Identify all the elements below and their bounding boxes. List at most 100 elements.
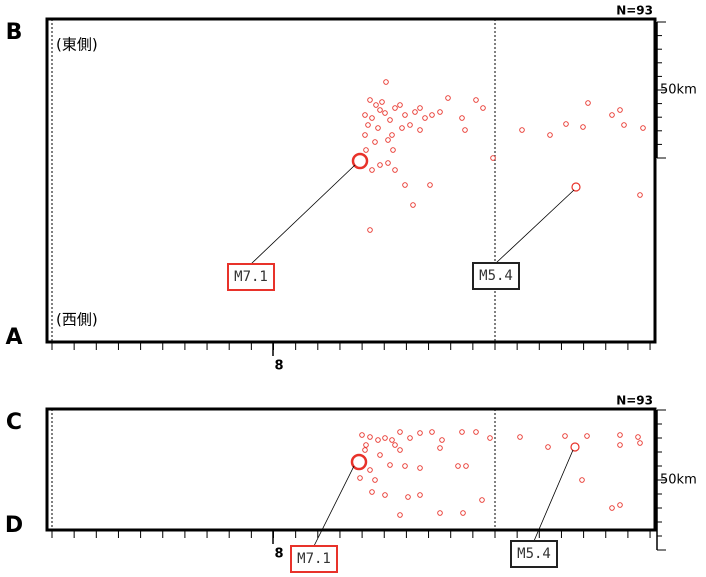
event [410, 202, 416, 208]
panel-label: B [6, 20, 23, 45]
event [445, 95, 451, 101]
event [367, 467, 373, 473]
event [517, 434, 523, 440]
event [369, 115, 375, 121]
event [439, 437, 445, 443]
event [387, 117, 393, 123]
event [463, 463, 469, 469]
plot-frame [45, 17, 657, 344]
event [580, 124, 586, 130]
annotated-event [570, 442, 580, 452]
event [437, 109, 443, 115]
event [609, 505, 615, 511]
event [417, 127, 423, 133]
event [417, 105, 423, 111]
event [385, 137, 391, 143]
event [462, 127, 468, 133]
label-box [510, 540, 558, 568]
event [429, 429, 435, 435]
leader-line [313, 465, 355, 547]
event [383, 79, 389, 85]
event [362, 112, 368, 118]
event [640, 125, 646, 131]
event [392, 105, 398, 111]
event [399, 125, 405, 131]
event [473, 429, 479, 435]
event [377, 452, 383, 458]
event [429, 112, 435, 118]
leader-line [250, 164, 356, 265]
event [382, 435, 388, 441]
event [585, 100, 591, 106]
event [422, 115, 428, 121]
event [372, 139, 378, 145]
event [563, 121, 569, 127]
side-note: (西側) [56, 311, 98, 329]
event [437, 510, 443, 516]
event [359, 432, 365, 438]
event [369, 489, 375, 495]
event [390, 147, 396, 153]
event [480, 105, 486, 111]
event [460, 510, 466, 516]
event [392, 442, 398, 448]
event [637, 440, 643, 446]
event [617, 107, 623, 113]
event [385, 160, 391, 166]
annotated-event [571, 182, 581, 192]
event [562, 433, 568, 439]
event [617, 502, 623, 508]
side-note: (東側) [56, 36, 98, 54]
event [584, 433, 590, 439]
event [362, 132, 368, 138]
label-box [472, 262, 520, 290]
event [397, 512, 403, 518]
event [392, 167, 398, 173]
magnitude-label: M7.1 [297, 551, 331, 567]
plot-frame [45, 407, 657, 532]
event [372, 477, 378, 483]
event [473, 97, 479, 103]
event [579, 477, 585, 483]
event [402, 463, 408, 469]
panel-label: C [6, 410, 22, 435]
annotated-event [351, 152, 369, 170]
panel-label: D [5, 513, 23, 538]
event [407, 435, 413, 441]
label-box [227, 263, 275, 291]
count-label: N=93 [616, 394, 653, 408]
x-tick-label: 8 [274, 359, 283, 374]
scale-label: 50km [660, 473, 697, 488]
label-box [290, 545, 338, 573]
count-label: N=93 [616, 4, 653, 18]
event [407, 122, 413, 128]
magnitude-label: M5.4 [479, 268, 513, 284]
event [427, 182, 433, 188]
event [635, 434, 641, 440]
event [369, 167, 375, 173]
event [617, 432, 623, 438]
magnitude-label: M7.1 [234, 269, 268, 285]
event [417, 492, 423, 498]
event [389, 437, 395, 443]
event [377, 162, 383, 168]
event [402, 182, 408, 188]
event [397, 102, 403, 108]
event [490, 155, 496, 161]
event [365, 122, 371, 128]
event [397, 447, 403, 453]
magnitude-label: M5.4 [517, 546, 551, 562]
event [459, 115, 465, 121]
event [375, 125, 381, 131]
event [487, 435, 493, 441]
event [389, 132, 395, 138]
event [382, 110, 388, 116]
event [437, 445, 443, 451]
leader-line [495, 189, 575, 264]
event [412, 109, 418, 115]
event [379, 99, 385, 105]
event [367, 227, 373, 233]
x-tick-label: 8 [274, 547, 283, 562]
event [417, 465, 423, 471]
